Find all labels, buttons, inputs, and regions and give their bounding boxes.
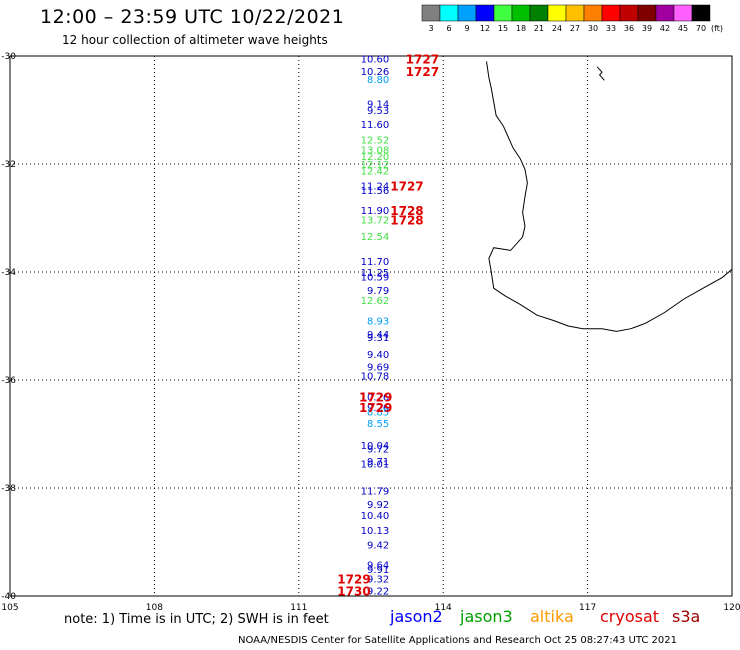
wave-height-label: 9.14 xyxy=(367,100,389,111)
y-tick-label--30: -30 xyxy=(1,52,16,62)
footnote: note: 1) Time is in UTC; 2) SWH is in fe… xyxy=(64,612,329,627)
legend-label-24: 24 xyxy=(552,24,562,33)
wave-height-label: 9.72 xyxy=(367,445,389,456)
y-tick-label--36: -36 xyxy=(1,376,16,386)
legend-label-70: 70 xyxy=(696,24,706,33)
color-legend: 3 6 9 12 15 18 21 24 27 30 33 36 39 42 45 70 (ft) xyxy=(421,4,723,33)
wave-height-label: 10.40 xyxy=(361,511,390,522)
time-label: 1727 xyxy=(406,65,439,79)
x-tick-label-120: 120 xyxy=(723,603,740,613)
y-tick-label--32: -32 xyxy=(1,160,16,170)
time-label: 1727 xyxy=(406,53,439,67)
x-tick-label-117: 117 xyxy=(579,603,596,613)
satellite-legend-s3a: s3a xyxy=(672,607,701,626)
wave-height-label: 9.26 xyxy=(367,403,389,414)
x-tick-label-111: 111 xyxy=(290,603,307,613)
wave-height-label: 10.01 xyxy=(361,460,390,471)
wave-height-label: 10.13 xyxy=(361,526,390,537)
wave-height-label: 9.53 xyxy=(367,106,389,117)
x-tick-label-105: 105 xyxy=(1,603,18,613)
y-tick-label--40: -40 xyxy=(1,592,16,602)
legend-label-27: 27 xyxy=(570,24,580,33)
wave-height-label: 8.93 xyxy=(367,317,389,328)
legend-label-21: 21 xyxy=(534,24,544,33)
credit-line: NOAA/NESDIS Center for Satellite Applica… xyxy=(238,635,677,646)
legend-label-36: 36 xyxy=(624,24,634,33)
x-tick-label-108: 108 xyxy=(146,603,163,613)
wave-height-label: 11.60 xyxy=(361,120,390,131)
wave-height-label: 9.64 xyxy=(367,561,389,572)
wave-height-label: 8.80 xyxy=(367,75,389,86)
page-title: 12:00 – 23:59 UTC 10/22/2021 xyxy=(40,6,345,28)
wave-height-label: 9.91 xyxy=(367,565,389,576)
page-subtitle: 12 hour collection of altimeter wave hei… xyxy=(62,33,328,47)
wave-height-label: 11.90 xyxy=(361,206,390,217)
wave-height-label: 10.59 xyxy=(361,272,390,283)
wave-height-label: 9.44 xyxy=(367,330,389,341)
wave-height-label: 12.54 xyxy=(361,232,390,243)
wave-height-label: 9.71 xyxy=(367,457,389,468)
legend-label-39: 39 xyxy=(642,24,652,33)
wave-height-label: 10.04 xyxy=(361,441,390,452)
wave-height-label: 9.92 xyxy=(367,500,389,511)
wave-height-label: 9.40 xyxy=(367,350,389,361)
legend-label-42: 42 xyxy=(660,24,670,33)
time-label: 1728 xyxy=(390,214,423,228)
legend-label-9: 9 xyxy=(464,24,469,33)
y-tick-label--38: -38 xyxy=(1,484,16,494)
time-label: 1728 xyxy=(390,204,423,218)
wave-height-label: 10.76 xyxy=(361,393,390,404)
wave-height-label: 9.31 xyxy=(367,333,389,344)
y-tick-label--34: -34 xyxy=(1,268,16,278)
legend-label-15: 15 xyxy=(498,24,508,33)
coastline-island xyxy=(596,66,605,81)
wave-height-label: 13.72 xyxy=(361,216,390,227)
wave-height-label: 11.24 xyxy=(361,182,390,193)
wave-height-label: 10.26 xyxy=(361,67,390,78)
wave-height-label: 10.78 xyxy=(361,372,390,383)
x-tick-label-114: 114 xyxy=(435,603,452,613)
wave-height-label: 12.42 xyxy=(361,166,390,177)
wave-height-label: 12.20 xyxy=(361,152,390,163)
legend-label-30: 30 xyxy=(588,24,598,33)
wave-height-label: 12.62 xyxy=(361,296,390,307)
wave-height-label: 8.55 xyxy=(367,419,389,430)
time-label: 1729 xyxy=(359,401,392,415)
legend-label-45: 45 xyxy=(678,24,688,33)
satellite-legend-jason3: jason3 xyxy=(460,607,513,626)
wave-height-label: 9.42 xyxy=(367,541,389,552)
legend-label-18: 18 xyxy=(516,24,526,33)
legend-label-3: 3 xyxy=(428,24,433,33)
wave-height-label: 9.69 xyxy=(367,363,389,374)
wave-height-label: 11.79 xyxy=(361,487,390,498)
wave-height-label: 9.22 xyxy=(367,587,389,598)
legend-unit: (ft) xyxy=(711,24,723,33)
wave-height-label: 12.12 xyxy=(361,160,390,171)
map-frame xyxy=(9,55,733,597)
wave-height-label: 9.32 xyxy=(367,575,389,586)
wave-height-label: 11.70 xyxy=(361,257,390,268)
wave-height-label: 11.56 xyxy=(361,186,390,197)
wave-height-label: 12.52 xyxy=(361,136,390,147)
wave-height-map[interactable]: 105 108 111 114 117 120 -30 -32 -34 -36 -38 -40 10.6… xyxy=(0,0,740,620)
time-label: 1729 xyxy=(359,391,392,405)
time-label: 1730 xyxy=(337,585,370,599)
satellite-legend-altika: altika xyxy=(530,607,574,626)
wave-height-label: 13.08 xyxy=(361,145,390,156)
satellite-legend-jason2: jason2 xyxy=(390,607,443,626)
wave-height-label: 10.60 xyxy=(361,55,390,66)
wave-height-label: 9.79 xyxy=(367,286,389,297)
time-label: 1727 xyxy=(390,180,423,194)
wave-height-label: 8.85 xyxy=(367,407,389,418)
legend-label-6: 6 xyxy=(446,24,451,33)
legend-label-12: 12 xyxy=(480,24,490,33)
legend-label-33: 33 xyxy=(606,24,616,33)
satellite-legend-cryosat: cryosat xyxy=(600,607,660,626)
legend-swatch-70 xyxy=(691,4,711,22)
coastline xyxy=(486,61,733,332)
time-label: 1729 xyxy=(337,573,370,587)
wave-height-label: 11.25 xyxy=(361,268,390,279)
